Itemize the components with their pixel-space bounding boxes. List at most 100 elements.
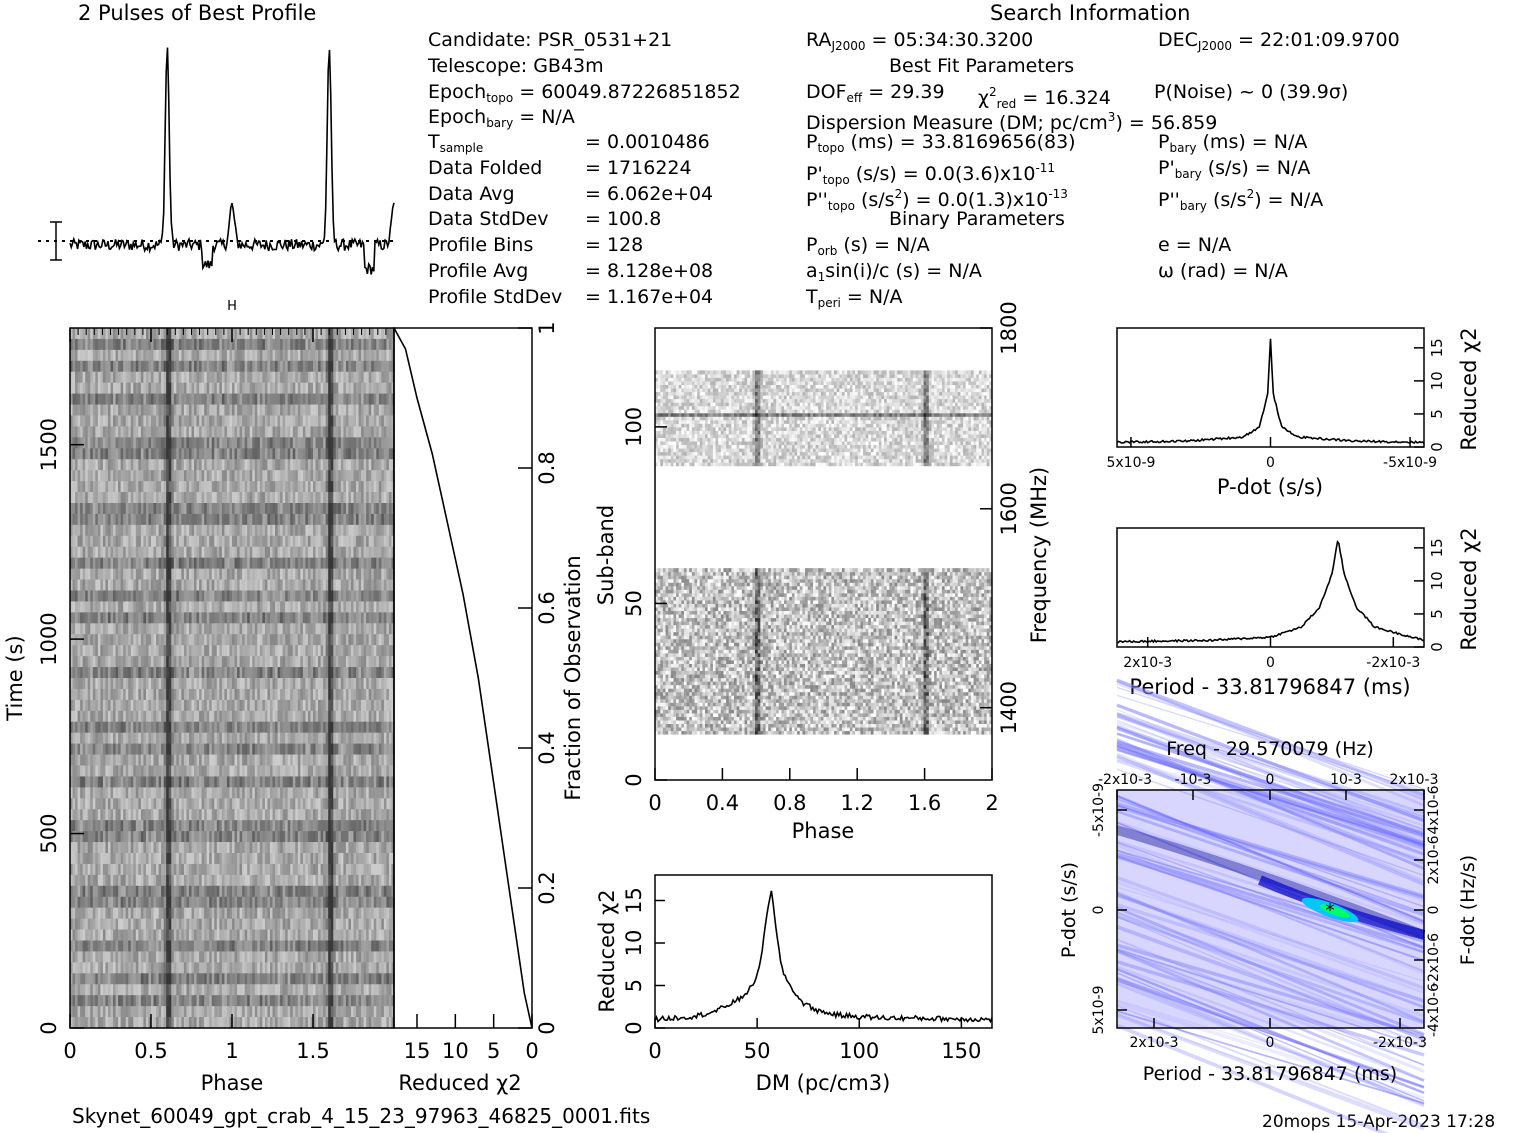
time-phase-cell — [148, 503, 152, 515]
time-phase-cell — [328, 590, 332, 603]
time-phase-cell — [290, 360, 294, 373]
time-phase-cell — [110, 437, 114, 449]
time-phase-cell — [191, 426, 195, 438]
time-phase-cell — [196, 492, 200, 504]
time-phase-cell — [371, 328, 375, 340]
time-phase-cell — [77, 568, 81, 581]
data-avg-value: = 6.062e+04 — [585, 183, 714, 205]
time-phase-cell — [343, 568, 347, 581]
time-phase-cell — [383, 612, 388, 624]
time-phase-cell — [242, 623, 246, 635]
time-phase-cell — [343, 404, 347, 417]
time-phase-cell — [183, 492, 188, 504]
time-phase-cell — [285, 481, 289, 493]
time-phase-cell — [105, 524, 109, 537]
time-phase-cell — [290, 349, 294, 362]
time-phase-cell — [201, 678, 205, 690]
time-phase-cell — [388, 688, 393, 701]
time-phase-cell — [105, 535, 109, 548]
time-phase-cell — [269, 667, 274, 679]
time-phase-cell — [287, 415, 291, 428]
time-phase-cell — [183, 535, 188, 548]
time-phase-cell — [70, 513, 74, 526]
time-phase-cell — [340, 426, 344, 438]
time-phase-cell — [219, 513, 223, 526]
time-phase-cell — [143, 612, 147, 624]
time-phase-cell — [361, 503, 365, 515]
time-phase-cell — [361, 535, 365, 548]
time-phase-cell — [216, 579, 220, 592]
time-phase-cell — [267, 448, 271, 460]
time-phase-cell — [318, 470, 322, 482]
time-phase-cell — [133, 371, 137, 384]
time-phase-cell — [70, 678, 74, 690]
time-phase-cell — [330, 513, 334, 526]
time-phase-cell — [186, 612, 190, 624]
time-phase-cell — [358, 328, 362, 340]
time-phase-cell — [234, 371, 238, 384]
time-phase-cell — [171, 623, 175, 635]
time-phase-cell — [381, 667, 385, 679]
time-phase-cell — [115, 338, 119, 351]
time-phase-cell — [358, 371, 362, 384]
time-phase-cell — [209, 371, 213, 384]
time-phase-cell — [72, 437, 76, 449]
time-phase-cell — [381, 623, 385, 635]
time-phase-cell — [333, 645, 337, 657]
time-phase-cell — [242, 404, 246, 417]
time-phase-cell — [237, 404, 241, 417]
time-phase-cell — [158, 601, 162, 613]
time-phase-cell — [358, 568, 362, 581]
time-phase-cell — [97, 426, 101, 438]
time-phase-cell — [325, 349, 329, 362]
time-phase-cell — [204, 557, 208, 570]
time-phase-cell — [340, 415, 344, 428]
time-phase-cell — [371, 481, 375, 493]
time-phase-cell — [356, 535, 360, 548]
time-phase-cell — [153, 459, 157, 471]
time-phase-cell — [97, 437, 101, 449]
time-phase-cell — [153, 503, 157, 515]
time-phase-cell — [234, 579, 238, 592]
time-phase-cell — [118, 492, 122, 504]
time-phase-cell — [178, 426, 182, 438]
time-phase-cell — [345, 503, 350, 515]
time-phase-cell — [140, 678, 145, 690]
time-phase-cell — [168, 360, 172, 373]
time-phase-cell — [92, 371, 96, 384]
time-phase-cell — [143, 481, 147, 493]
tsample-sub: sample — [439, 141, 484, 155]
time-phase-cell — [345, 678, 350, 690]
time-phase-cell — [226, 503, 231, 515]
time-phase-cell — [340, 513, 344, 526]
time-phase-cell — [201, 688, 205, 701]
time-phase-cell — [234, 667, 238, 679]
time-phase-cell — [196, 415, 200, 428]
time-phase-cell — [371, 535, 375, 548]
time-phase-cell — [386, 601, 390, 613]
time-phase-cell — [196, 535, 200, 548]
time-phase-cell — [100, 503, 104, 515]
time-phase-cell — [310, 546, 314, 559]
time-phase-cell — [221, 535, 226, 548]
time-phase-cell — [358, 513, 362, 526]
time-phase-cell — [229, 678, 233, 690]
time-phase-cell — [145, 524, 150, 537]
time-phase-cell — [358, 492, 362, 504]
time-phase-cell — [153, 645, 157, 657]
time-phase-cell — [333, 513, 337, 526]
time-phase-cell — [350, 470, 355, 482]
time-phase-cell — [211, 481, 215, 493]
time-phase-cell — [113, 382, 117, 395]
time-phase-cell — [178, 393, 182, 406]
time-phase-cell — [77, 470, 81, 482]
time-phase-cell — [348, 426, 352, 438]
time-phase-cell — [178, 492, 182, 504]
time-phase-cell — [143, 338, 147, 351]
time-phase-cell — [102, 688, 107, 701]
time-phase-cell — [168, 481, 172, 493]
time-phase-cell — [181, 623, 185, 635]
time-phase-cell — [368, 404, 372, 417]
time-phase-cell — [234, 568, 238, 581]
time-phase-cell — [113, 415, 117, 428]
